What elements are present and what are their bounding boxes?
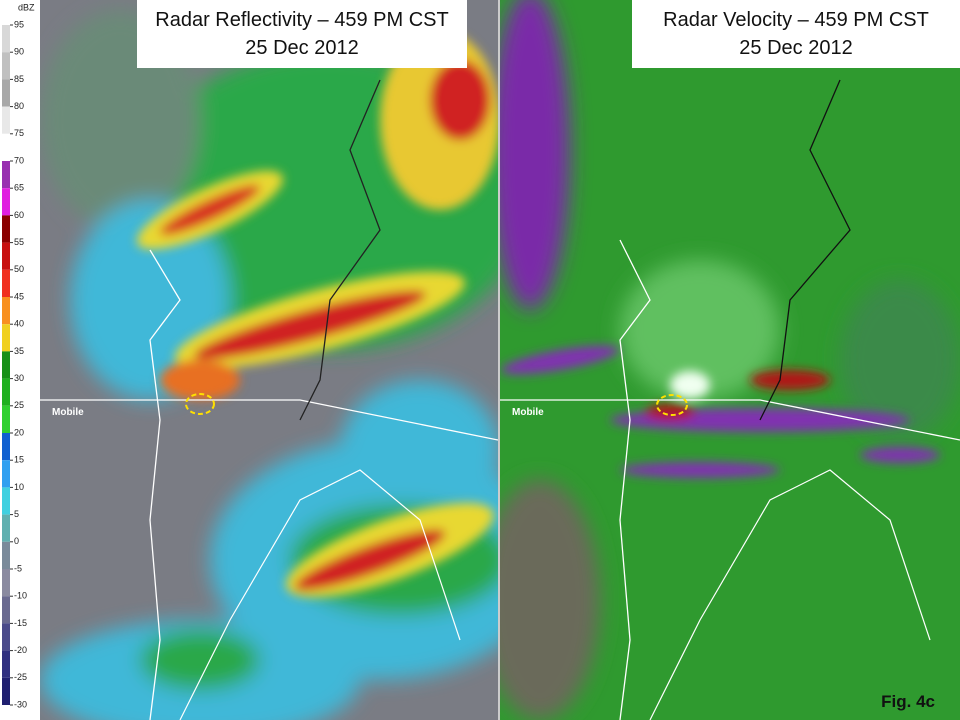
colorbar-label: 35 bbox=[14, 346, 24, 356]
panel-date: 25 Dec 2012 bbox=[245, 37, 358, 59]
colorbar-segment bbox=[2, 596, 10, 624]
colorbar-segment bbox=[2, 677, 10, 705]
colorbar-segment bbox=[2, 215, 10, 243]
colorbar-unit: dBZ bbox=[18, 2, 35, 12]
colorbar-segment bbox=[2, 242, 10, 270]
colorbar-label: 95 bbox=[14, 19, 24, 29]
velocity-image bbox=[500, 0, 960, 720]
colorbar-label: 30 bbox=[14, 373, 24, 383]
colorbar-segment bbox=[2, 351, 10, 379]
colorbar: dBZ9590858075706560555045403530252015105… bbox=[2, 2, 35, 709]
colorbar-segment bbox=[2, 297, 10, 325]
panel-title: Radar Reflectivity – 459 PM CST bbox=[155, 9, 448, 31]
colorbar-segment bbox=[2, 269, 10, 297]
colorbar-label: 80 bbox=[14, 101, 24, 111]
colorbar-segment bbox=[2, 460, 10, 488]
colorbar-label: 10 bbox=[14, 482, 24, 492]
figure-label: Fig. 4c bbox=[881, 692, 935, 711]
colorbar-label: 45 bbox=[14, 291, 24, 301]
colorbar-label: 75 bbox=[14, 128, 24, 138]
colorbar-segment bbox=[2, 52, 10, 80]
colorbar-segment bbox=[2, 514, 10, 542]
title-box bbox=[632, 0, 960, 68]
colorbar-label: 5 bbox=[14, 509, 19, 519]
colorbar-label: -20 bbox=[14, 645, 27, 655]
colorbar-segment bbox=[2, 433, 10, 461]
colorbar-segment bbox=[2, 569, 10, 597]
colorbar-segment bbox=[2, 378, 10, 406]
colorbar-label: 50 bbox=[14, 264, 24, 274]
colorbar-segment bbox=[2, 79, 10, 107]
colorbar-segment bbox=[2, 133, 10, 161]
colorbar-label: 90 bbox=[14, 47, 24, 57]
city-label: Mobile bbox=[512, 407, 544, 418]
colorbar-label: -5 bbox=[14, 563, 22, 573]
colorbar-label: -30 bbox=[14, 699, 27, 709]
colorbar-label: 85 bbox=[14, 74, 24, 84]
colorbar-segment bbox=[2, 405, 10, 433]
colorbar-label: 15 bbox=[14, 455, 24, 465]
colorbar-label: -25 bbox=[14, 672, 27, 682]
colorbar-label: 0 bbox=[14, 536, 19, 546]
panel-title: Radar Velocity – 459 PM CST bbox=[663, 9, 929, 31]
colorbar-segment bbox=[2, 650, 10, 678]
colorbar-label: 70 bbox=[14, 155, 24, 165]
colorbar-segment bbox=[2, 161, 10, 189]
colorbar-label: 40 bbox=[14, 319, 24, 329]
city-label: Mobile bbox=[52, 407, 84, 418]
colorbar-label: -10 bbox=[14, 591, 27, 601]
colorbar-segment bbox=[2, 324, 10, 352]
colorbar-segment bbox=[2, 106, 10, 134]
colorbar-label: 55 bbox=[14, 237, 24, 247]
colorbar-segment bbox=[2, 487, 10, 515]
panel-divider bbox=[498, 0, 500, 720]
reflectivity-image bbox=[40, 0, 498, 720]
colorbar-label: 60 bbox=[14, 210, 24, 220]
colorbar-segment bbox=[2, 623, 10, 651]
colorbar-label: 25 bbox=[14, 400, 24, 410]
colorbar-label: -15 bbox=[14, 618, 27, 628]
colorbar-segment bbox=[2, 541, 10, 569]
colorbar-label: 20 bbox=[14, 427, 24, 437]
colorbar-segment bbox=[2, 25, 10, 53]
panel-date: 25 Dec 2012 bbox=[739, 37, 852, 59]
colorbar-segment bbox=[2, 188, 10, 216]
title-box bbox=[137, 0, 467, 68]
colorbar-label: 65 bbox=[14, 183, 24, 193]
